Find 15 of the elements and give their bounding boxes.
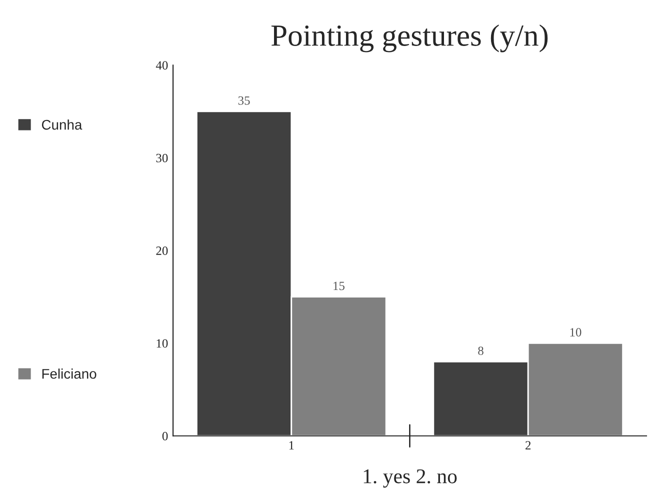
data-label: 35 <box>238 96 250 105</box>
legend-label: Feliciano <box>42 368 96 379</box>
x-tick-label: 2 <box>526 441 531 450</box>
y-tick-label: 0 <box>162 432 168 440</box>
y-tick-label: 40 <box>156 61 168 70</box>
legend-label: Cunha <box>42 119 82 130</box>
x-axis-title: 1. yes 2. no <box>364 469 457 488</box>
y-tick-label: 20 <box>156 246 168 255</box>
data-label: 10 <box>570 328 582 336</box>
y-tick-label: 10 <box>156 339 168 348</box>
data-label: 15 <box>334 282 345 290</box>
data-label: 8 <box>478 346 484 356</box>
chart-title: Pointing gestures (y/n) <box>271 24 548 52</box>
x-tick-label: 1 <box>289 441 294 450</box>
y-tick-label: 30 <box>156 154 168 162</box>
